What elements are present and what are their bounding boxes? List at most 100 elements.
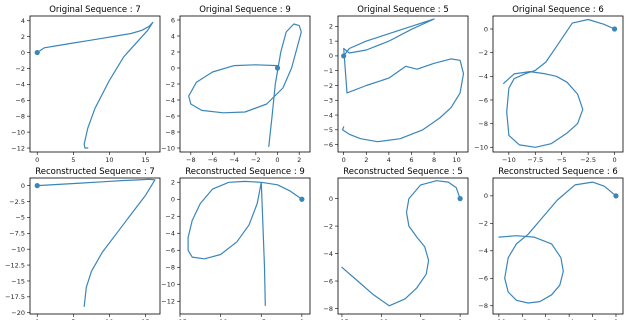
y-tick-label: −5 <box>323 126 333 134</box>
x-tick-label: 15 <box>141 318 149 320</box>
start-point <box>34 183 40 189</box>
x-tick-label: −10 <box>502 156 516 164</box>
x-tick-label: 2 <box>297 156 301 164</box>
start-point <box>34 49 40 56</box>
series-line <box>498 181 617 304</box>
series-line <box>341 180 461 307</box>
x-tick-label: 10 <box>105 318 113 320</box>
start-point <box>274 65 281 71</box>
x-tick-label: −5 <box>256 318 266 320</box>
y-tick-label: −4 <box>323 250 333 258</box>
x-tick-label: 0 <box>35 156 39 164</box>
y-tick-label: 6 <box>171 16 175 24</box>
x-tick-label: −5 <box>557 156 567 164</box>
y-tick-label: 0 <box>21 182 25 190</box>
x-tick-label: 0 <box>300 318 304 320</box>
x-tick-label: −10 <box>214 318 228 320</box>
subplot-8: Reconstructed Sequence : 6 −10 −8 −6 −4 −2 0 −8… <box>478 167 624 320</box>
y-tick-label: −2 <box>323 222 333 230</box>
y-tick-label: −2 <box>478 220 488 228</box>
y-tick-label: −4 <box>478 247 488 255</box>
start-point <box>457 196 463 202</box>
start-point <box>341 53 347 59</box>
y-tick-label: −3 <box>323 97 333 105</box>
start-point <box>299 196 305 202</box>
x-tick-label: 10 <box>105 156 113 164</box>
x-tick-label: −6 <box>208 156 218 164</box>
y-tick-label: −6 <box>323 277 333 285</box>
y-tick-label: 0 <box>21 49 25 57</box>
y-tick-label: −12 <box>11 144 25 152</box>
y-tick-label: −6 <box>165 112 175 120</box>
y-tick-label: 0 <box>329 195 333 203</box>
axes-frame <box>29 177 161 315</box>
x-tick-label: −2 <box>251 156 261 164</box>
y-tick-label: −10 <box>474 144 488 152</box>
x-tick-label: 5 <box>71 318 75 320</box>
x-tick-label: −5 <box>416 318 426 320</box>
y-tick-label: −4 <box>165 230 175 238</box>
x-tick-label: −15 <box>335 318 349 320</box>
y-tick-label: −8 <box>165 264 175 272</box>
x-tick-label: 0 <box>342 156 346 164</box>
y-tick-label: −4 <box>478 73 488 81</box>
x-tick-label: −10 <box>374 318 388 320</box>
y-tick-label: 0 <box>484 192 488 200</box>
series-line <box>188 23 302 147</box>
y-tick-label: −4 <box>15 81 25 89</box>
y-tick-label: −6 <box>165 247 175 255</box>
y-tick-label: −8 <box>478 120 488 128</box>
subplot-title: Reconstructed Sequence : 9 <box>185 167 305 177</box>
y-tick-label: −12 <box>161 298 175 306</box>
y-tick-label: −6 <box>323 141 333 149</box>
y-tick-label: −2 <box>165 213 175 221</box>
x-tick-label: 0 <box>614 318 618 320</box>
axes-frame <box>492 15 624 153</box>
y-tick-label: −10 <box>161 281 175 289</box>
axes-frame <box>179 15 311 153</box>
y-tick-label: −2 <box>165 80 175 88</box>
subplot-7: Reconstructed Sequence : 5 −15 −10 −5 0 −8 −6 −… <box>323 167 469 320</box>
x-tick-label: 0 <box>458 318 462 320</box>
subplot-title: Reconstructed Sequence : 7 <box>35 167 155 177</box>
axes-frame <box>337 15 469 153</box>
x-tick-label: 8 <box>432 156 436 164</box>
y-tick-label: −2.5 <box>9 198 25 206</box>
y-tick-label: −6 <box>478 96 488 104</box>
subplot-title: Original Sequence : 9 <box>199 5 291 15</box>
y-tick-label: −4 <box>165 96 175 104</box>
x-tick-label: −10 <box>492 318 506 320</box>
y-tick-label: −2 <box>478 49 488 57</box>
y-tick-label: 0 <box>171 196 175 204</box>
subplot-title: Original Sequence : 6 <box>512 5 604 15</box>
y-tick-label: −8 <box>165 128 175 136</box>
y-tick-label: 4 <box>171 32 175 40</box>
x-tick-label: −8 <box>517 318 527 320</box>
x-tick-label: −15 <box>173 318 187 320</box>
y-tick-label: −6 <box>478 275 488 283</box>
series-line <box>36 178 156 307</box>
x-tick-label: −7.5 <box>527 156 543 164</box>
subplot-title: Original Sequence : 5 <box>357 5 449 15</box>
y-tick-label: −6 <box>15 97 25 105</box>
y-tick-label: −1 <box>323 67 333 75</box>
y-tick-label: −7.5 <box>9 230 25 238</box>
subplot-title: Reconstructed Sequence : 5 <box>343 167 463 177</box>
y-tick-label: 2 <box>21 33 25 41</box>
y-tick-label: 0 <box>171 64 175 72</box>
subplot-4: Original Sequence : 6 −10 −7.5 −5 −2.5 0 −10 −8… <box>474 5 624 164</box>
y-tick-label: −8 <box>323 305 333 313</box>
subplot-5: Reconstructed Sequence : 7 0 5 10 15 −20 −17.5… <box>5 167 161 320</box>
subplot-title: Original Sequence : 7 <box>49 5 141 15</box>
start-point <box>611 26 618 32</box>
x-tick-label: 10 <box>453 156 461 164</box>
y-tick-label: 0 <box>484 25 488 33</box>
y-tick-label: −8 <box>15 113 25 121</box>
series-line <box>187 180 303 307</box>
x-tick-label: −4 <box>564 318 574 320</box>
y-tick-label: −8 <box>478 302 488 310</box>
y-tick-label: 1 <box>329 37 333 45</box>
x-tick-label: −2.5 <box>580 156 596 164</box>
x-tick-label: 4 <box>387 156 391 164</box>
y-tick-label: −20 <box>11 309 25 317</box>
